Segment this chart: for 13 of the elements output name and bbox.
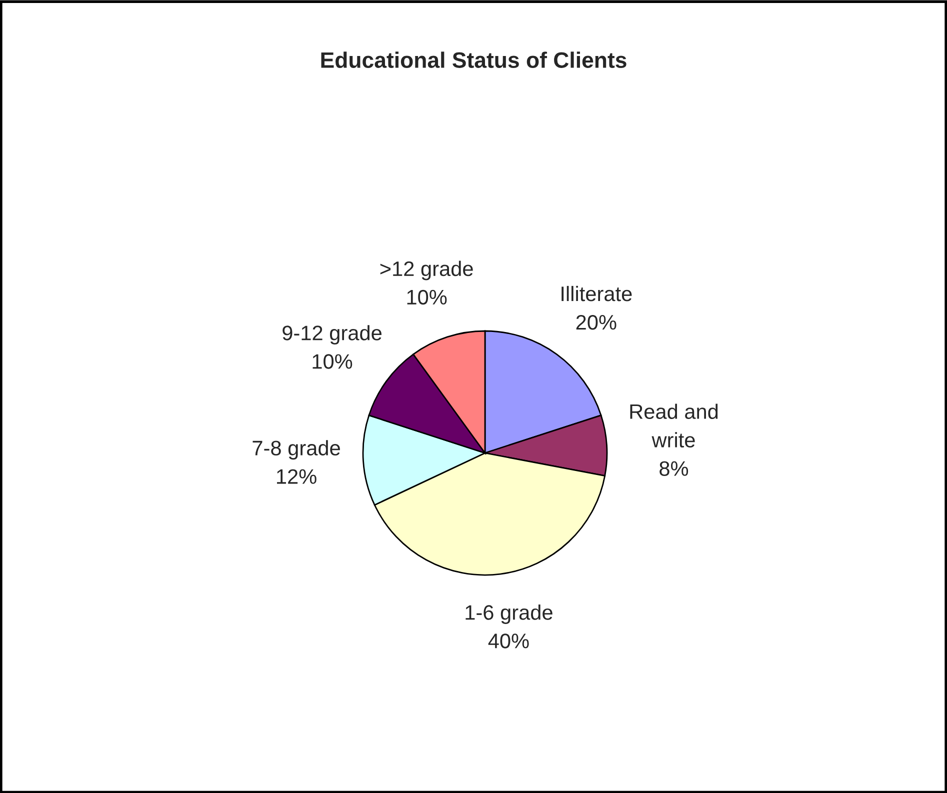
data-label: 8% xyxy=(660,461,688,476)
slice-label: 9-12 grade xyxy=(282,325,382,344)
data-label: 20% xyxy=(576,314,616,330)
slice-label: Illiterate xyxy=(562,286,632,302)
data-label: 10% xyxy=(407,290,447,305)
data-label: 10% xyxy=(312,354,352,369)
chart-title: Educational Status of Clients xyxy=(321,52,626,68)
data-label: 40% xyxy=(488,634,529,648)
slice-label: Read and write xyxy=(630,404,718,448)
slice-label: 7-8 grade xyxy=(252,440,340,460)
slice-label: >12 grade xyxy=(380,260,473,280)
data-label: 12% xyxy=(277,469,316,484)
slice-label: 1-6 grade xyxy=(466,604,552,624)
